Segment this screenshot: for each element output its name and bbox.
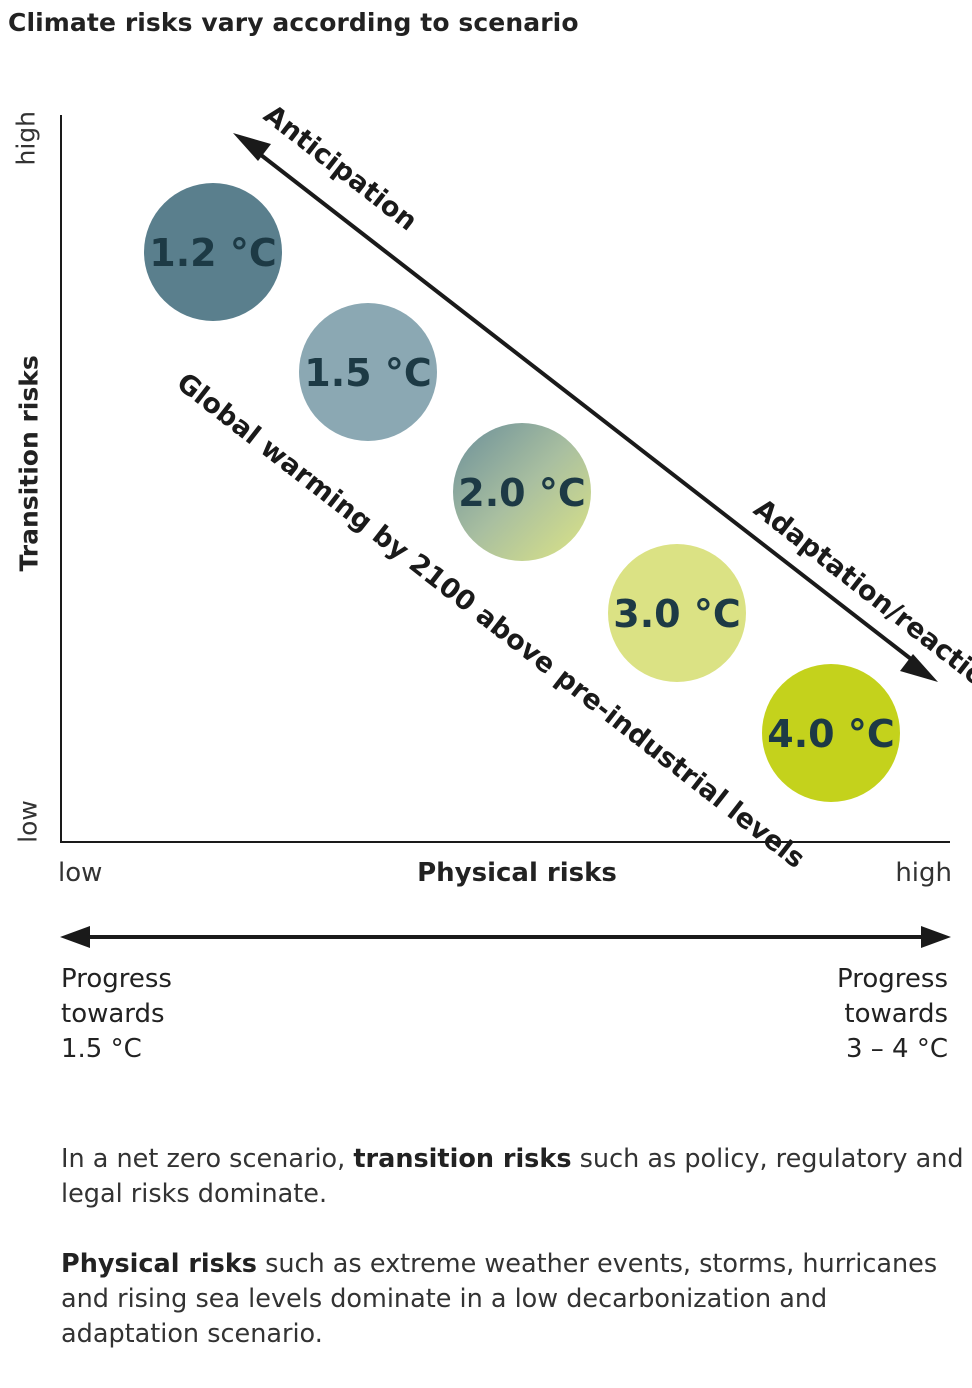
progress-right-line: towards [844,999,948,1029]
progress-arrowhead-right [921,926,951,948]
progress-right-line: 3 – 4 °C [845,1034,948,1064]
scenario-circle-3-0: 3.0 °C [608,544,746,682]
adaptation-arrowhead [900,654,938,682]
physical-risks-paragraph: Physical risks such as extreme weather e… [61,1247,966,1352]
p1-text-end: such as policy, regulatory and legal ris… [61,1144,964,1209]
p2-text: such as extreme weather events, storms, … [61,1249,938,1349]
scenario-circle-4-0: 4.0 °C [762,664,900,802]
scenario-label: 4.0 °C [767,712,894,756]
scenario-circle-1-5: 1.5 °C [299,303,437,441]
progress-right: Progress towards 3 – 4 °C [837,962,948,1067]
scenario-label: 3.0 °C [613,592,740,636]
scenario-label: 2.0 °C [458,471,585,515]
page-title: Climate risks vary according to scenario [8,8,579,37]
progress-left-line: towards [61,999,165,1029]
anticipation-arrowhead [233,133,271,161]
p1-text: In a net zero scenario, [61,1144,354,1174]
scenario-label: 1.2 °C [149,231,276,275]
diagonal-arrow-line [250,146,922,668]
progress-left: Progress towards 1.5 °C [61,962,172,1067]
progress-left-line: Progress [61,964,172,994]
x-axis-low-label: low [58,858,103,888]
net-zero-paragraph: In a net zero scenario, transition risks… [61,1142,966,1212]
p2-bold: Physical risks [61,1249,257,1279]
scenario-circle-2-0: 2.0 °C [453,423,591,561]
y-axis-title: Transition risks [14,355,44,572]
x-axis-title: Physical risks [417,858,617,888]
scenario-circle-1-2: 1.2 °C [144,183,282,321]
y-axis-low-label: low [13,800,43,843]
progress-arrowhead-left [60,926,90,948]
progress-right-line: Progress [837,964,948,994]
scenario-label: 1.5 °C [304,351,431,395]
x-axis-high-label: high [895,858,952,888]
p1-bold: transition risks [353,1144,572,1174]
progress-left-line: 1.5 °C [61,1034,142,1064]
y-axis-high-label: high [11,110,41,166]
